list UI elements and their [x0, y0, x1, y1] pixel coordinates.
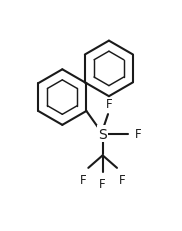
Text: F: F — [106, 97, 112, 110]
Text: F: F — [119, 173, 126, 186]
Text: F: F — [99, 177, 106, 190]
Text: F: F — [135, 128, 142, 141]
Text: F: F — [80, 173, 86, 186]
Text: S: S — [98, 127, 107, 141]
